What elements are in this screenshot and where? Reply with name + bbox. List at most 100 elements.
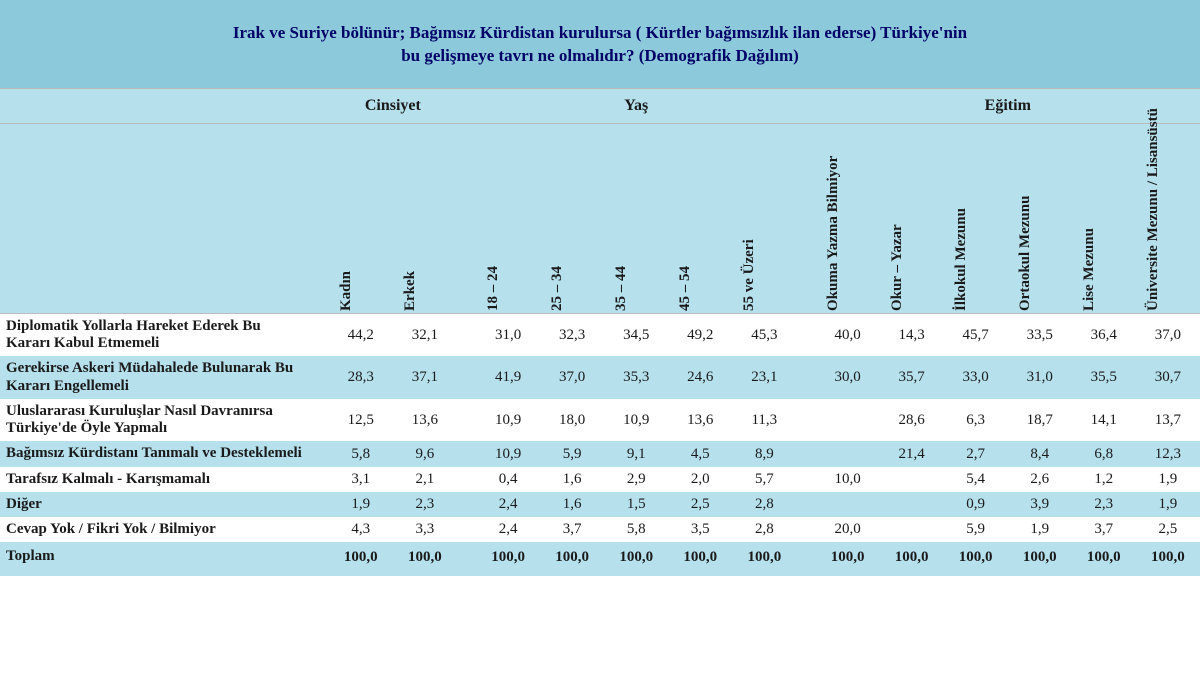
group-header-row: Cinsiyet Yaş Eğitim — [0, 88, 1200, 123]
spacer-cell — [796, 542, 815, 575]
total-row: Toplam100,0100,0100,0100,0100,0100,0100,… — [0, 542, 1200, 575]
table-row: Bağımsız Kürdistanı Tanımalı ve Destekle… — [0, 441, 1200, 466]
value-cell: 18,0 — [540, 399, 604, 442]
row-label: Toplam — [0, 542, 310, 575]
value-cell — [816, 441, 880, 466]
value-cell: 28,6 — [880, 399, 944, 442]
value-cell: 37,0 — [1136, 313, 1200, 356]
col-universite: Üniversite Mezunu / Lisansüstü — [1136, 123, 1200, 313]
value-cell: 45,7 — [944, 313, 1008, 356]
value-cell: 45,3 — [732, 313, 796, 356]
value-cell: 5,9 — [944, 517, 1008, 542]
table-body: Diplomatik Yollarla Hareket Ederek Bu Ka… — [0, 313, 1200, 575]
value-cell: 6,8 — [1072, 441, 1136, 466]
value-cell: 4,5 — [668, 441, 732, 466]
value-cell: 5,8 — [604, 517, 668, 542]
data-table: Cinsiyet Yaş Eğitim Kadın Erkek 18 – 24 … — [0, 88, 1200, 576]
row-label: Cevap Yok / Fikri Yok / Bilmiyor — [0, 517, 310, 542]
spacer-cell — [457, 356, 476, 399]
value-cell: 32,1 — [393, 313, 457, 356]
spacer-cell — [796, 517, 815, 542]
value-cell: 49,2 — [668, 313, 732, 356]
value-cell: 36,4 — [1072, 313, 1136, 356]
value-cell: 1,9 — [329, 492, 393, 517]
table-row: Uluslararası Kuruluşlar Nasıl Davranırsa… — [0, 399, 1200, 442]
value-cell: 2,8 — [732, 492, 796, 517]
value-cell: 9,1 — [604, 441, 668, 466]
value-cell — [880, 467, 944, 492]
value-cell: 5,4 — [944, 467, 1008, 492]
col-45-54: 45 – 54 — [668, 123, 732, 313]
value-cell: 5,8 — [329, 441, 393, 466]
spacer-cell — [457, 399, 476, 442]
value-cell: 35,5 — [1072, 356, 1136, 399]
value-cell — [880, 517, 944, 542]
value-cell: 100,0 — [540, 542, 604, 575]
value-cell: 6,3 — [944, 399, 1008, 442]
value-cell: 23,1 — [732, 356, 796, 399]
table-row: Gerekirse Askeri Müdahalede Bulunarak Bu… — [0, 356, 1200, 399]
spacer-cell — [310, 492, 329, 517]
col-ilkokul: İlkokul Mezunu — [944, 123, 1008, 313]
col-kadin: Kadın — [329, 123, 393, 313]
col-55-uzeri: 55 ve Üzeri — [732, 123, 796, 313]
value-cell: 3,5 — [668, 517, 732, 542]
spacer-cell — [310, 441, 329, 466]
value-cell: 100,0 — [1136, 542, 1200, 575]
spacer-cell — [310, 313, 329, 356]
value-cell: 100,0 — [668, 542, 732, 575]
value-cell: 3,1 — [329, 467, 393, 492]
row-label: Tarafsız Kalmalı - Karışmamalı — [0, 467, 310, 492]
col-25-34: 25 – 34 — [540, 123, 604, 313]
blank-corner — [0, 88, 310, 123]
table-row: Diğer1,92,32,41,61,52,52,80,93,92,31,9 — [0, 492, 1200, 517]
spacer-cell — [457, 313, 476, 356]
group-yas: Yaş — [476, 88, 796, 123]
col-lise: Lise Mezunu — [1072, 123, 1136, 313]
spacer-cell — [796, 313, 815, 356]
value-cell: 10,9 — [604, 399, 668, 442]
value-cell: 2,6 — [1008, 467, 1072, 492]
spacer-cell — [796, 467, 815, 492]
group-egitim: Eğitim — [816, 88, 1200, 123]
col-18-24: 18 – 24 — [476, 123, 540, 313]
value-cell: 12,5 — [329, 399, 393, 442]
spacer-cell — [796, 399, 815, 442]
spacer-cell — [310, 542, 329, 575]
value-cell: 12,3 — [1136, 441, 1200, 466]
value-cell: 24,6 — [668, 356, 732, 399]
value-cell: 100,0 — [816, 542, 880, 575]
value-cell — [816, 399, 880, 442]
value-cell: 9,6 — [393, 441, 457, 466]
row-label: Diğer — [0, 492, 310, 517]
value-cell: 3,3 — [393, 517, 457, 542]
spacer-cell — [457, 467, 476, 492]
value-cell: 2,4 — [476, 492, 540, 517]
value-cell: 1,5 — [604, 492, 668, 517]
value-cell: 1,6 — [540, 467, 604, 492]
spacer-cell — [457, 492, 476, 517]
value-cell: 2,9 — [604, 467, 668, 492]
group-cinsiyet: Cinsiyet — [329, 88, 457, 123]
value-cell: 13,7 — [1136, 399, 1200, 442]
value-cell: 31,0 — [1008, 356, 1072, 399]
value-cell: 8,9 — [732, 441, 796, 466]
value-cell: 4,3 — [329, 517, 393, 542]
title-bar: Irak ve Suriye bölünür; Bağımsız Kürdist… — [0, 0, 1200, 88]
row-label: Uluslararası Kuruluşlar Nasıl Davranırsa… — [0, 399, 310, 442]
value-cell: 1,2 — [1072, 467, 1136, 492]
value-cell: 33,5 — [1008, 313, 1072, 356]
value-cell: 33,0 — [944, 356, 1008, 399]
value-cell: 10,9 — [476, 441, 540, 466]
value-cell: 20,0 — [816, 517, 880, 542]
table-row: Diplomatik Yollarla Hareket Ederek Bu Ka… — [0, 313, 1200, 356]
spacer-cell — [796, 441, 815, 466]
value-cell: 8,4 — [1008, 441, 1072, 466]
value-cell: 1,6 — [540, 492, 604, 517]
value-cell: 14,3 — [880, 313, 944, 356]
value-cell: 13,6 — [668, 399, 732, 442]
value-cell: 100,0 — [880, 542, 944, 575]
value-cell: 14,1 — [1072, 399, 1136, 442]
spacer-cell — [457, 441, 476, 466]
value-cell: 44,2 — [329, 313, 393, 356]
